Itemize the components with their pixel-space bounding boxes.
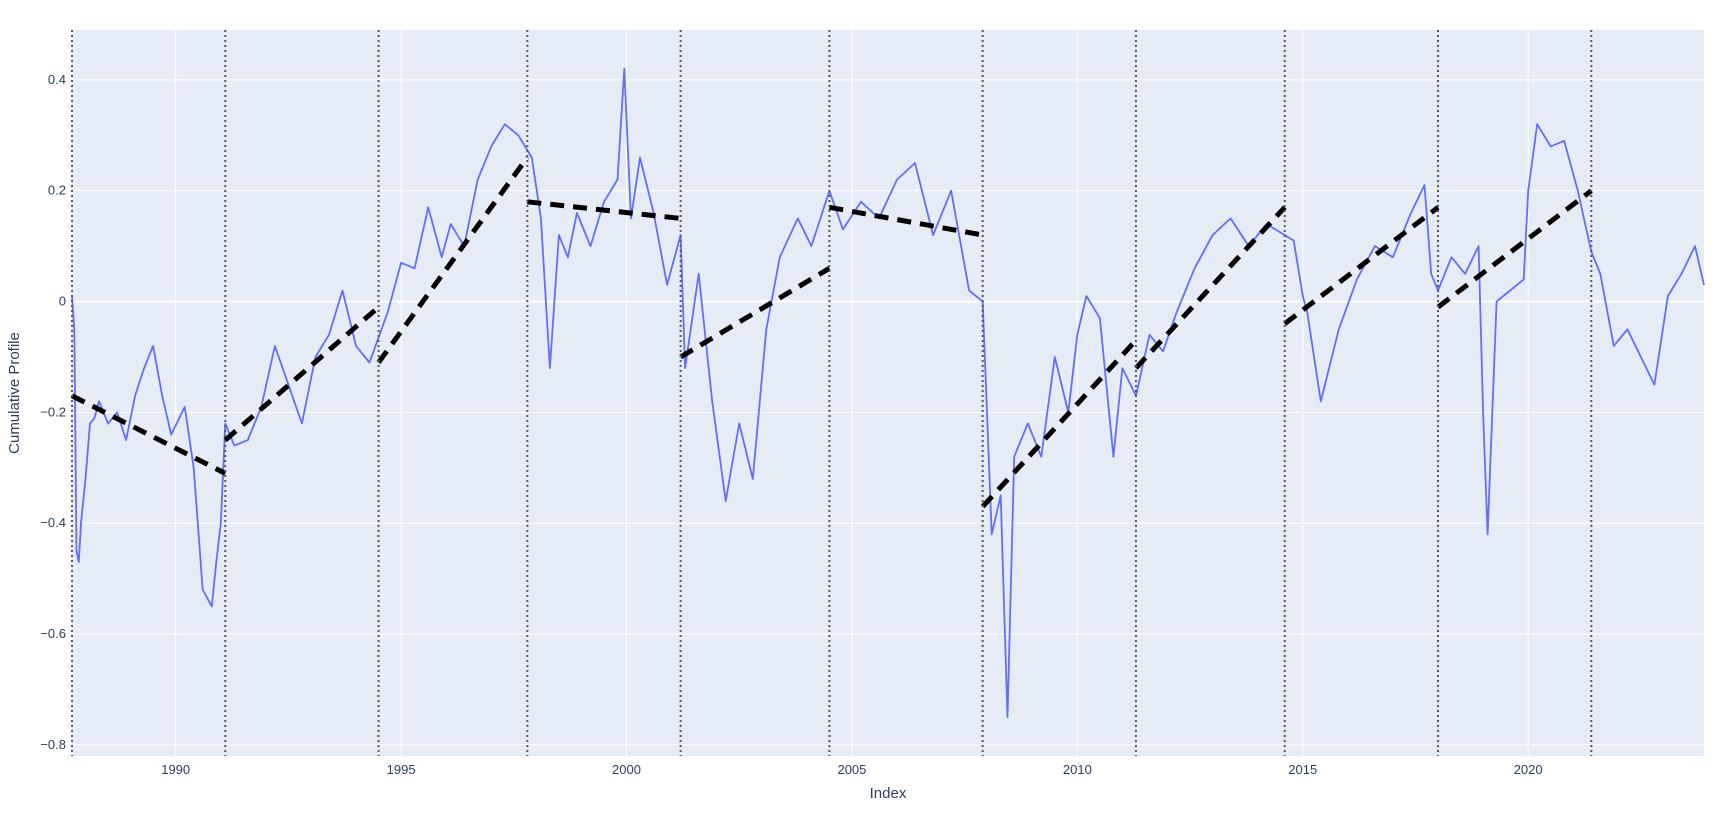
y-tick-label: 0 xyxy=(59,294,66,309)
trend-segment xyxy=(828,204,984,238)
y-tick-label: −0.2 xyxy=(40,404,66,419)
plot-background xyxy=(72,30,1704,756)
x-tick-label: 2015 xyxy=(1288,762,1317,777)
trend-layer xyxy=(70,155,1593,509)
trend-segment xyxy=(1436,188,1593,310)
x-tick-label: 1995 xyxy=(387,762,416,777)
trend-segment xyxy=(980,338,1138,509)
grid-lines xyxy=(72,30,1704,756)
x-tick-label: 2005 xyxy=(837,762,866,777)
trend-segment xyxy=(70,393,227,476)
trend-segment xyxy=(223,305,381,442)
breakpoint-layer xyxy=(71,30,1593,756)
x-tick-labels: 1990 1995 2000 2005 2010 2015 2020 xyxy=(161,762,1542,777)
x-tick-label: 2020 xyxy=(1514,762,1543,777)
trend-segment xyxy=(679,266,831,360)
trend-segment xyxy=(376,155,530,364)
y-tick-label: −0.8 xyxy=(40,737,66,752)
y-tick-label: −0.6 xyxy=(40,626,66,641)
x-axis-title: Index xyxy=(870,785,907,802)
y-axis-title: Cumulative Profile xyxy=(6,332,23,454)
x-tick-label: 2000 xyxy=(612,762,641,777)
y-tick-labels: 0.4 0.2 0 −0.2 −0.4 −0.6 −0.8 xyxy=(40,72,66,752)
y-tick-label: 0.4 xyxy=(48,72,66,87)
y-tick-label: −0.4 xyxy=(40,515,66,530)
trend-segment xyxy=(1283,205,1440,326)
trend-segment xyxy=(1134,205,1287,370)
trend-segment xyxy=(527,199,681,221)
x-tick-label: 2010 xyxy=(1063,762,1092,777)
x-tick-label: 1990 xyxy=(161,762,190,777)
y-tick-label: 0.2 xyxy=(48,183,66,198)
